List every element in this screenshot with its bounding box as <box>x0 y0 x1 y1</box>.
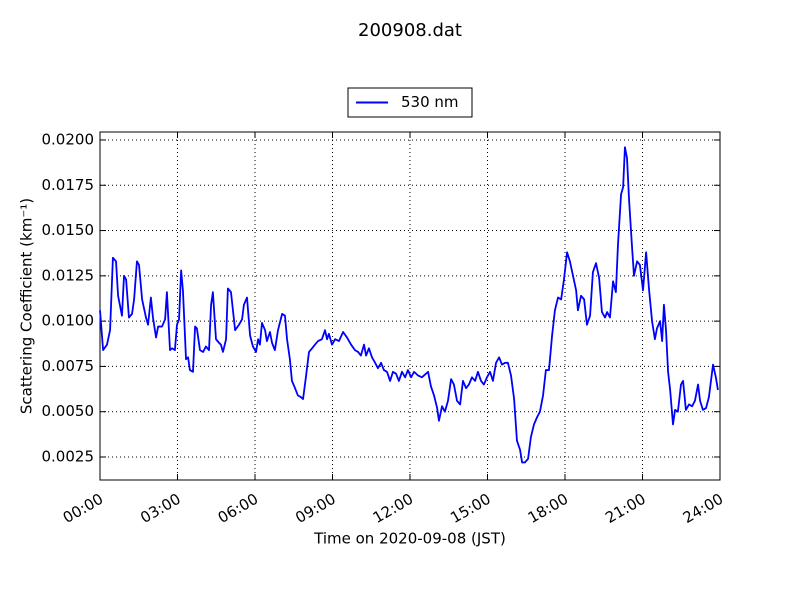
y-tick-label: 0.0200 <box>42 130 95 148</box>
y-tick-label: 0.0025 <box>42 447 95 465</box>
data-line <box>99 146 719 464</box>
y-tick-label: 0.0175 <box>42 176 95 194</box>
legend-label: 530 nm <box>401 93 459 111</box>
y-tick-label: 0.0125 <box>42 266 95 284</box>
y-tick-label: 0.0075 <box>42 357 95 375</box>
y-axis-label: Scattering Coefficient (km⁻¹) <box>18 198 36 414</box>
y-tick-label: 0.0050 <box>42 402 95 420</box>
legend: 530 nm <box>347 87 473 118</box>
plot-frame <box>99 131 721 481</box>
y-tick-label: 0.0100 <box>42 312 95 330</box>
chart-title: 200908.dat <box>358 20 462 41</box>
x-axis-label: Time on 2020-09-08 (JST) <box>313 530 506 548</box>
y-tick-label: 0.0150 <box>42 221 95 239</box>
